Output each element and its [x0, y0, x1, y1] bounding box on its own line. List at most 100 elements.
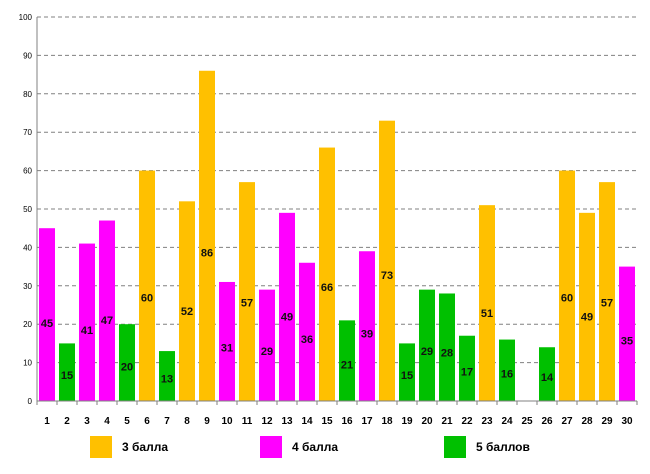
x-tick-label: 19 [401, 416, 413, 427]
data-label: 52 [181, 306, 193, 318]
legend-swatch-4-balla [260, 436, 282, 458]
bar [299, 262, 315, 401]
bar [279, 212, 295, 401]
bar [139, 170, 155, 401]
x-tick-label: 3 [84, 416, 90, 427]
x-tick-label: 30 [621, 416, 633, 427]
x-tick-label: 18 [381, 416, 393, 427]
x-tick-label: 20 [421, 416, 433, 427]
data-label: 36 [301, 334, 313, 346]
data-label: 41 [81, 325, 93, 337]
x-tick-label: 27 [561, 416, 573, 427]
x-tick-label: 1 [44, 416, 50, 427]
bar [419, 289, 435, 401]
x-tick-label: 10 [221, 416, 233, 427]
data-label: 39 [361, 329, 373, 341]
data-label: 60 [141, 292, 153, 304]
legend-swatch-5-ballov [444, 436, 466, 458]
y-tick-label: 0 [28, 397, 33, 406]
x-tick-label: 24 [501, 416, 513, 427]
bar [399, 343, 415, 401]
data-label: 15 [61, 370, 73, 382]
bar [259, 289, 275, 401]
bar [559, 170, 575, 401]
x-tick-label: 28 [581, 416, 593, 427]
legend-item-4-balla: 4 балла [260, 433, 338, 461]
bar [79, 243, 95, 401]
data-label: 49 [281, 311, 293, 323]
x-tick-label: 11 [242, 416, 253, 427]
data-label: 35 [621, 336, 633, 348]
x-tick-label: 8 [184, 416, 190, 427]
legend-item-5-ballov: 5 баллов [444, 433, 530, 461]
y-tick-label: 80 [23, 90, 32, 99]
y-tick-label: 70 [23, 128, 32, 137]
bar [179, 201, 195, 401]
data-label: 60 [561, 292, 573, 304]
bar [499, 339, 515, 401]
data-label: 57 [601, 298, 613, 310]
bar [99, 220, 115, 401]
x-tick-label: 13 [281, 416, 293, 427]
y-tick-label: 20 [23, 320, 32, 329]
data-label: 13 [161, 374, 173, 386]
data-label: 20 [121, 361, 133, 373]
x-tick-label: 12 [261, 416, 273, 427]
data-label: 49 [581, 311, 593, 323]
y-tick-label: 100 [19, 13, 33, 22]
bar [59, 343, 75, 401]
x-tick-label: 5 [124, 416, 130, 427]
bar [239, 182, 255, 401]
bar [439, 293, 455, 401]
bar [39, 228, 55, 401]
data-label: 29 [421, 346, 433, 358]
data-label: 73 [381, 270, 393, 282]
data-label: 29 [261, 346, 273, 358]
data-label: 31 [221, 342, 233, 354]
y-tick-label: 30 [23, 282, 32, 291]
x-tick-label: 29 [601, 416, 613, 427]
bar [579, 212, 595, 401]
bar [319, 147, 335, 401]
bar [379, 120, 395, 402]
data-label: 16 [501, 368, 513, 380]
y-tick-label: 40 [23, 243, 32, 252]
x-tick-label: 21 [441, 416, 453, 427]
legend-swatch-3-balla [90, 436, 112, 458]
data-label: 57 [241, 298, 253, 310]
data-label: 51 [481, 308, 493, 320]
bar [619, 266, 635, 401]
x-tick-label: 2 [64, 416, 70, 427]
data-label: 86 [201, 247, 213, 259]
x-tick-label: 17 [361, 416, 373, 427]
bar [479, 205, 495, 401]
x-tick-label: 16 [341, 416, 353, 427]
y-tick-label: 60 [23, 167, 32, 176]
bar [199, 70, 215, 401]
data-label: 28 [441, 348, 453, 360]
x-tick-label: 22 [461, 416, 473, 427]
bar [219, 281, 235, 401]
x-tick-label: 9 [204, 416, 210, 427]
data-label: 21 [341, 360, 353, 372]
legend-label-5-ballov: 5 баллов [476, 440, 530, 454]
bar [119, 324, 135, 401]
bar [159, 351, 175, 401]
data-label: 14 [541, 372, 554, 384]
legend-item-3-balla: 3 балла [90, 433, 168, 461]
x-tick-label: 23 [481, 416, 493, 427]
bar [539, 347, 555, 401]
x-tick-label: 26 [541, 416, 553, 427]
x-tick-label: 7 [164, 416, 170, 427]
x-tick-label: 15 [321, 416, 333, 427]
x-tick-label: 14 [301, 416, 313, 427]
legend-label-3-balla: 3 балла [122, 440, 169, 454]
x-tick-label: 6 [144, 416, 150, 427]
data-label: 15 [401, 370, 413, 382]
legend-label-4-balla: 4 балла [292, 440, 339, 454]
y-tick-label: 50 [23, 205, 32, 214]
bar [459, 335, 475, 401]
bar [339, 320, 355, 401]
bar [359, 251, 375, 401]
